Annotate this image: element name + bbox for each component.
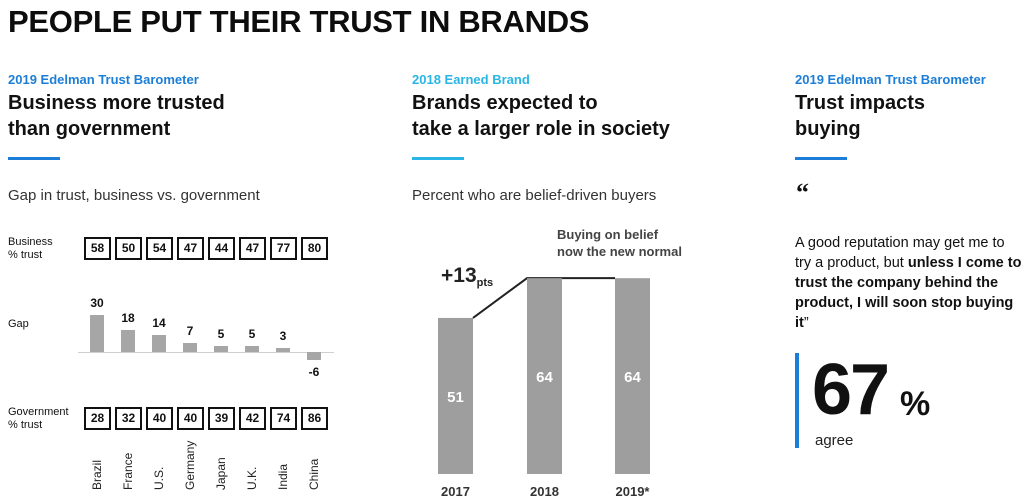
gap-value-label: 30 (90, 295, 104, 310)
government-trust-cell: 28 (84, 407, 111, 430)
col3-title-line2: buying (795, 118, 861, 140)
col2-title: Brands expected to take a larger role in… (412, 90, 670, 142)
quote-end-mark: ” (803, 315, 809, 331)
quote-bold-text: unless I come to trust the company behin… (795, 255, 1022, 331)
government-row-label: Government % trust (8, 406, 69, 432)
gap-value-label: 5 (248, 326, 256, 341)
increase-callout: +13pts (441, 264, 493, 289)
business-trust-cell: 58 (84, 237, 111, 260)
col1-kicker: 2019 Edelman Trust Barometer (8, 72, 199, 87)
gap-baseline (78, 352, 334, 353)
annotation-line2: now the new normal (557, 244, 682, 259)
belief-bar-value-label: 64 (536, 369, 553, 386)
col2-kicker: 2018 Earned Brand (412, 72, 530, 87)
increase-value: +13 (441, 264, 477, 287)
col1-title-line2: than government (8, 118, 171, 140)
page-headline: PEOPLE PUT THEIR TRUST IN BRANDS (8, 4, 590, 39)
gap-value-label: 14 (152, 315, 166, 330)
gap-bar (276, 348, 290, 352)
business-trust-cell: 47 (177, 237, 204, 260)
business-trust-cell: 50 (115, 237, 142, 260)
gap-bar (90, 314, 104, 352)
gap-row-label: Gap (8, 318, 29, 330)
business-row-label: Business % trust (8, 236, 53, 262)
stat-accent-bar (795, 353, 799, 448)
gap-value-label: 5 (217, 326, 225, 341)
government-trust-cell: 40 (177, 407, 204, 430)
gap-bar (121, 329, 135, 352)
col2-title-line1: Brands expected to (412, 92, 598, 114)
belief-year-label: 2018 (530, 484, 559, 499)
stat-unit: % (900, 385, 931, 423)
col2-subtitle: Percent who are belief-driven buyers (412, 187, 657, 204)
quote-mark-icon: “ (796, 178, 809, 207)
business-label-line2: % trust (8, 249, 43, 261)
gap-value-label: 7 (186, 324, 194, 339)
belief-bar (527, 278, 562, 474)
annotation-line1: Buying on belief (557, 227, 659, 242)
col2-title-line2: take a larger role in society (412, 118, 670, 140)
belief-year-label: 2017 (441, 484, 470, 499)
belief-bar-value-label: 64 (624, 369, 641, 386)
col1-title: Business more trusted than government (8, 90, 225, 142)
belief-bar (438, 317, 473, 474)
col3-kicker: 2019 Edelman Trust Barometer (795, 72, 986, 87)
col3-title: Trust impacts buying (795, 90, 925, 142)
government-trust-cell: 86 (301, 407, 328, 430)
gap-bar (214, 345, 228, 352)
col1-title-line1: Business more trusted (8, 92, 225, 114)
col3-title-line1: Trust impacts (795, 92, 926, 114)
government-trust-cell: 42 (239, 407, 266, 430)
gap-bar (152, 334, 166, 352)
stat-value: 67 (812, 350, 890, 430)
belief-bar-value-label: 51 (447, 389, 464, 406)
gap-value-label: 3 (279, 329, 287, 344)
business-trust-cell: 77 (270, 237, 297, 260)
business-trust-cell: 47 (239, 237, 266, 260)
government-trust-cell: 32 (115, 407, 142, 430)
government-label-line2: % trust (8, 419, 43, 431)
gap-bar (183, 343, 197, 352)
gap-value-label: -6 (308, 364, 320, 379)
gap-value-label: 18 (121, 310, 135, 325)
gap-bar (245, 345, 259, 352)
gap-bar (307, 352, 321, 360)
col1-accent-rule (8, 157, 60, 160)
business-label-line1: Business (8, 236, 53, 248)
government-trust-cell: 39 (208, 407, 235, 430)
col3-accent-rule (795, 157, 847, 160)
increase-unit: pts (477, 277, 494, 289)
col1-subtitle: Gap in trust, business vs. government (8, 187, 260, 204)
government-trust-cell: 40 (146, 407, 173, 430)
business-trust-cell: 80 (301, 237, 328, 260)
stat-label: agree (815, 432, 854, 449)
quote-plain-text: A good reputation may get me to try a pr… (795, 235, 1005, 271)
business-trust-cell: 54 (146, 237, 173, 260)
government-label-line1: Government (8, 406, 69, 418)
government-trust-cell: 74 (270, 407, 297, 430)
belief-year-label: 2019* (616, 484, 651, 499)
belief-bar (615, 278, 650, 474)
consumer-quote: A good reputation may get me to try a pr… (795, 233, 1023, 333)
col2-accent-rule (412, 157, 464, 160)
business-trust-cell: 44 (208, 237, 235, 260)
